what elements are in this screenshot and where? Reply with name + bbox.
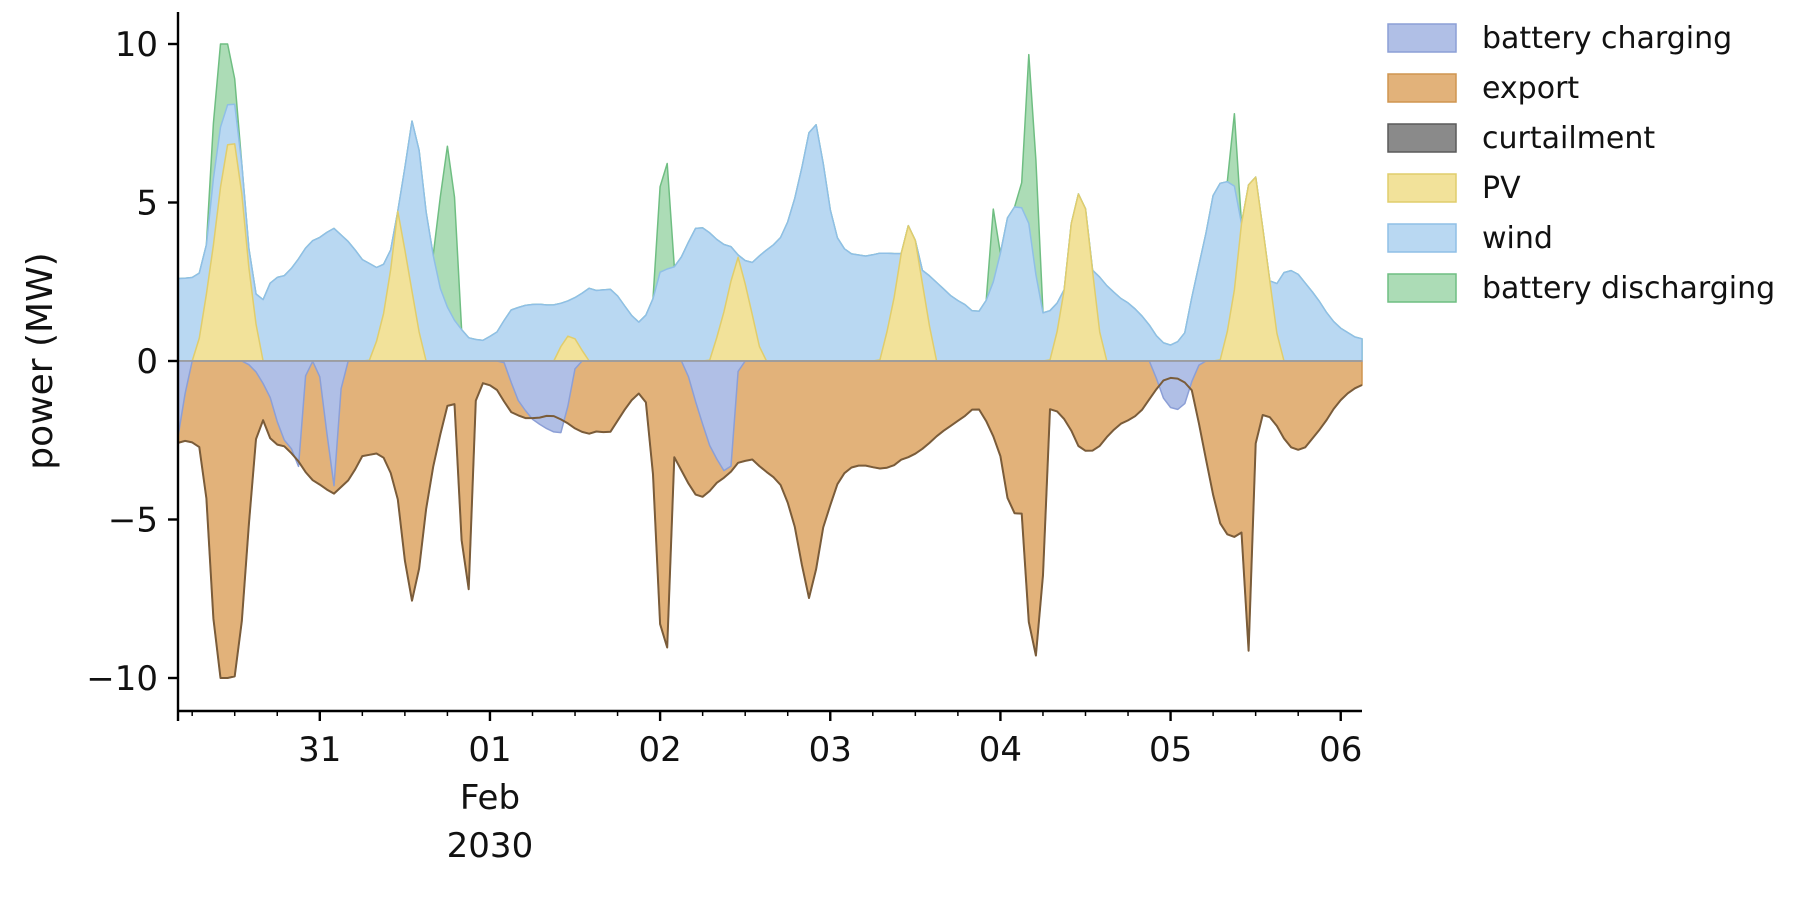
legend: battery charging export curtailment PV wind b… — [1387, 21, 1775, 306]
x-tick-label: 03 — [809, 730, 852, 770]
legend-swatch-battery-charging — [1387, 23, 1457, 53]
axes: 10 5 0 −5 −10 31 01 Feb 2030 02 03 04 05 06 power (M… — [20, 12, 1362, 866]
y-tick-label: −5 — [108, 501, 158, 541]
series-net-outline — [177, 376, 1363, 679]
x-tick-label: 31 — [298, 730, 341, 770]
stacked-areas — [177, 43, 1363, 679]
legend-swatch-pv — [1387, 173, 1457, 203]
area-export — [177, 360, 1363, 679]
legend-label-battery-charging: battery charging — [1482, 21, 1732, 56]
legend-swatch-wind — [1387, 223, 1457, 253]
legend-label-wind: wind — [1482, 221, 1553, 256]
legend-label-export: export — [1482, 71, 1579, 106]
y-tick-label: 10 — [115, 25, 158, 65]
legend-swatch-curtailment — [1387, 123, 1457, 153]
legend-swatch-export — [1387, 73, 1457, 103]
x-tick-label: 01 — [468, 730, 511, 770]
y-tick-label: 0 — [136, 342, 158, 382]
x-tick-label: 04 — [979, 730, 1022, 770]
legend-swatch-battery-discharging — [1387, 273, 1457, 303]
x-tick-label: 06 — [1319, 730, 1362, 770]
legend-label-pv: PV — [1482, 171, 1521, 206]
y-tick-label: −10 — [86, 659, 158, 699]
area-wind — [177, 103, 1363, 362]
x-tick-label: Feb — [460, 778, 520, 818]
x-tick-label: 05 — [1149, 730, 1192, 770]
legend-label-battery-discharging: battery discharging — [1482, 271, 1775, 306]
y-axis-ticks: 10 5 0 −5 −10 — [86, 25, 178, 699]
legend-label-curtailment: curtailment — [1482, 121, 1655, 156]
x-axis-ticks: 31 01 Feb 2030 02 03 04 05 06 — [176, 711, 1362, 866]
x-tick-label: 02 — [638, 730, 681, 770]
y-tick-label: 5 — [136, 184, 158, 224]
x-tick-label: 2030 — [447, 826, 534, 866]
y-axis-title: power (MW) — [20, 252, 61, 469]
